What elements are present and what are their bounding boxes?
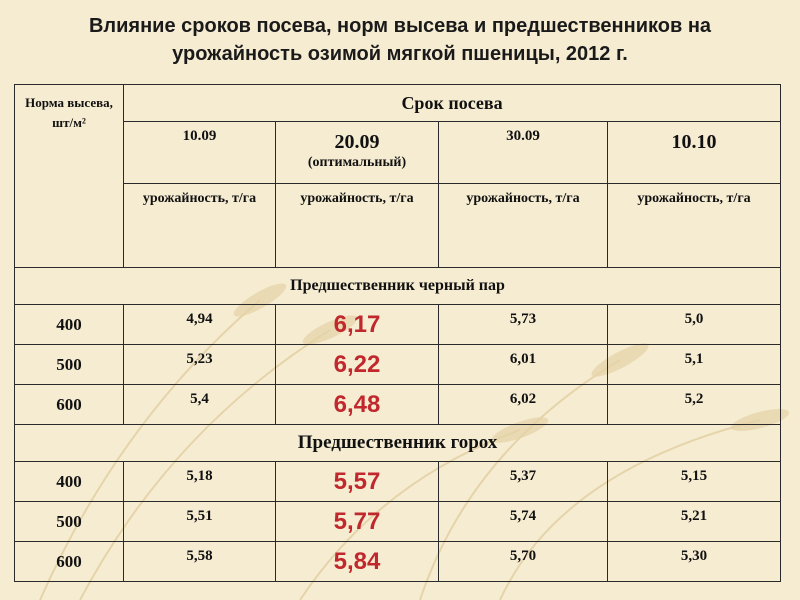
value-cell: 5,30 [606, 541, 782, 582]
page-title: Влияние сроков посева, норм высева и пре… [0, 12, 800, 68]
rate-cell: 500 [14, 501, 124, 542]
rate-cell: 400 [14, 304, 124, 345]
rate-cell: 600 [14, 541, 124, 582]
header-unit-4: урожайность, т/га [606, 183, 782, 268]
value-cell: 5,2 [606, 384, 782, 425]
header-row-top: Норма высева, шт/м² Срок посева [14, 84, 782, 268]
yield-table: Норма высева, шт/м² Срок посева 10.09 20… [13, 84, 782, 582]
value-cell: 6,01 [438, 344, 608, 385]
header-date-2: 20.09 (оптимальный) [275, 121, 439, 184]
value-cell: 5,58 [123, 541, 276, 582]
value-cell-optimal: 6,22 [275, 344, 439, 385]
value-cell: 5,51 [123, 501, 276, 542]
header-row-units: урожайность, т/га урожайность, т/га урож… [15, 183, 782, 268]
value-cell: 5,18 [123, 461, 276, 502]
value-cell: 5,70 [438, 541, 608, 582]
rate-cell: 400 [14, 461, 124, 502]
header-date-4: 10.10 [606, 121, 782, 184]
value-cell: 5,73 [438, 304, 608, 345]
table-row: 500 5,51 5,77 5,74 5,21 [14, 501, 782, 542]
value-cell-optimal: 5,77 [275, 501, 439, 542]
header-row-dates: 10.09 20.09 (оптимальный) 30.09 10.10 [15, 121, 782, 184]
value-cell: 5,23 [123, 344, 276, 385]
header-unit-2: урожайность, т/га [275, 183, 439, 268]
header-date-2-note: (оптимальный) [307, 155, 407, 170]
value-cell: 5,21 [606, 501, 782, 542]
value-cell-optimal: 5,57 [275, 461, 439, 502]
header-unit-1: урожайность, т/га [123, 183, 276, 268]
title-line-2: урожайность озимой мягкой пшеницы, 2012 … [172, 43, 628, 65]
section-row: Предшественник черный пар [13, 267, 782, 305]
section-label-peas: Предшественник горох [13, 424, 782, 462]
header-seeding-rate: Норма высева, шт/м² [14, 84, 124, 268]
value-cell-optimal: 5,84 [275, 541, 439, 582]
value-cell: 5,37 [438, 461, 608, 502]
header-date-1: 10.09 [123, 121, 276, 184]
title-line-1: Влияние сроков посева, норм высева и пре… [88, 15, 712, 37]
value-cell-optimal: 6,17 [275, 304, 439, 345]
table-row: 600 5,58 5,84 5,70 5,30 [14, 541, 782, 582]
header-sowing-term: Срок посева [122, 84, 782, 122]
value-cell: 5,4 [123, 384, 276, 425]
section-label-fallow: Предшественник черный пар [13, 267, 782, 305]
header-unit-3: урожайность, т/га [438, 183, 608, 268]
rate-cell: 500 [14, 344, 124, 385]
value-cell-optimal: 6,48 [275, 384, 439, 425]
table-row: 400 5,18 5,57 5,37 5,15 [14, 461, 782, 502]
value-cell: 4,94 [123, 304, 276, 345]
value-cell: 5,0 [606, 304, 782, 345]
header-date-3: 30.09 [438, 121, 608, 184]
value-cell: 5,1 [606, 344, 782, 385]
value-cell: 5,74 [438, 501, 608, 542]
table-row: 400 4,94 6,17 5,73 5,0 [14, 304, 782, 345]
table-row: 600 5,4 6,48 6,02 5,2 [14, 384, 782, 425]
table-row: 500 5,23 6,22 6,01 5,1 [14, 344, 782, 385]
value-cell: 5,15 [606, 461, 782, 502]
value-cell: 6,02 [438, 384, 608, 425]
section-row: Предшественник горох [13, 424, 782, 462]
header-date-2-value: 20.09 [334, 131, 380, 153]
rate-cell: 600 [14, 384, 124, 425]
